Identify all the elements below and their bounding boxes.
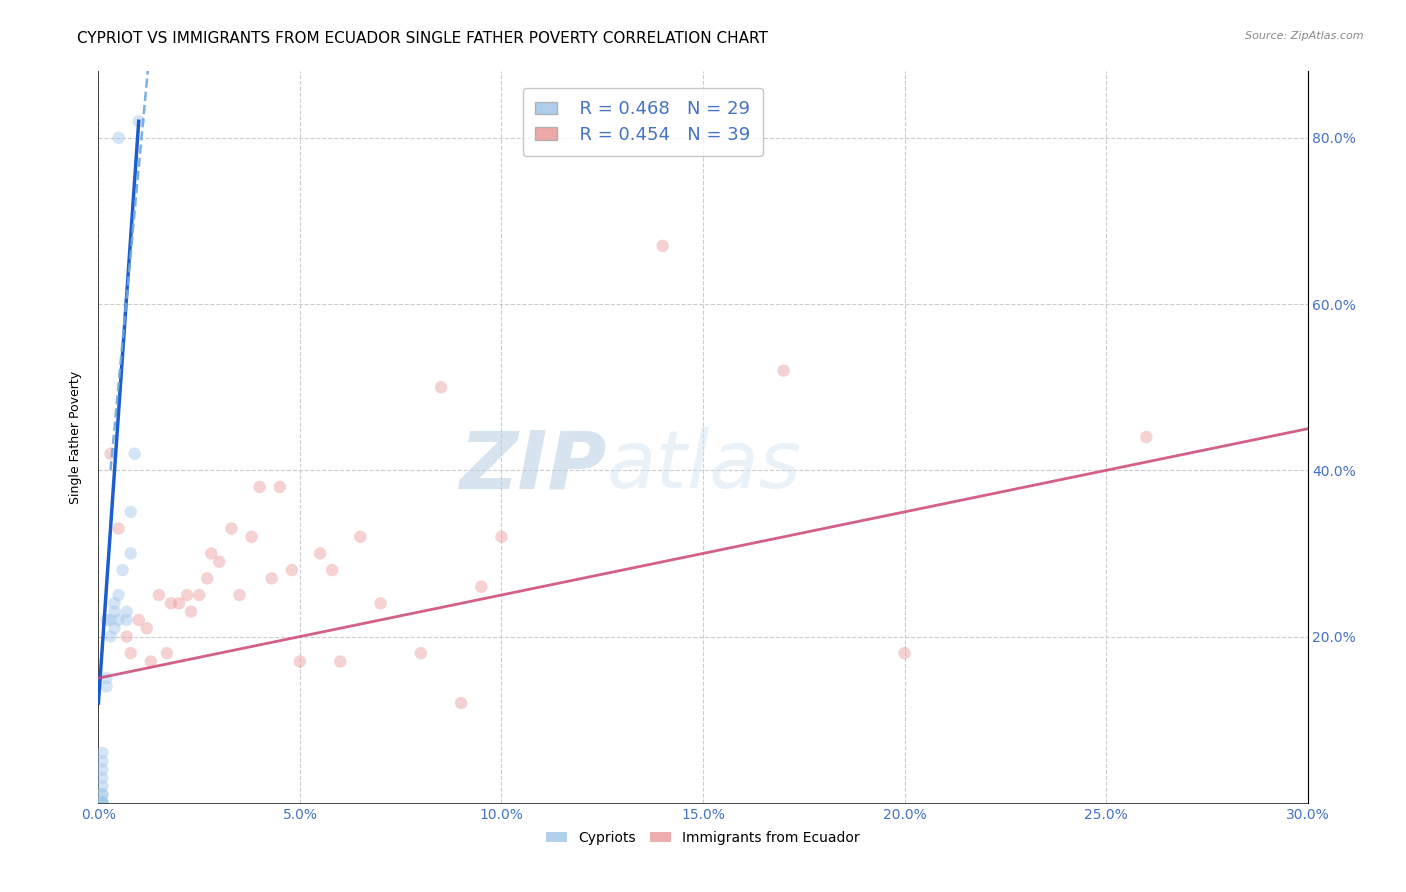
Point <box>100 447 122 461</box>
Point <box>430 380 453 394</box>
Point <box>103 621 125 635</box>
Point <box>309 546 332 560</box>
Point <box>107 588 129 602</box>
Point <box>288 655 311 669</box>
Point <box>124 447 146 461</box>
Point <box>409 646 432 660</box>
Point <box>772 363 794 377</box>
Point <box>100 630 122 644</box>
Point <box>370 596 392 610</box>
Point <box>91 788 114 802</box>
Point <box>91 796 114 810</box>
Point <box>120 546 142 560</box>
Point <box>135 621 157 635</box>
Point <box>96 680 118 694</box>
Point <box>450 696 472 710</box>
Point <box>349 530 371 544</box>
Point <box>91 771 114 785</box>
Point <box>148 588 170 602</box>
Point <box>139 655 162 669</box>
Point <box>91 754 114 768</box>
Point <box>167 596 190 610</box>
Point <box>1135 430 1157 444</box>
Point <box>221 521 243 535</box>
Point <box>491 530 513 544</box>
Point <box>96 671 118 685</box>
Point <box>91 796 114 810</box>
Point <box>91 779 114 793</box>
Legend: Cypriots, Immigrants from Ecuador: Cypriots, Immigrants from Ecuador <box>541 826 865 851</box>
Point <box>120 505 142 519</box>
Point <box>329 655 352 669</box>
Point <box>260 571 283 585</box>
Point <box>115 630 138 644</box>
Point <box>156 646 179 660</box>
Point <box>107 613 129 627</box>
Point <box>120 646 142 660</box>
Point <box>103 596 125 610</box>
Point <box>180 605 202 619</box>
Point <box>200 546 222 560</box>
Point <box>269 480 291 494</box>
Y-axis label: Single Father Poverty: Single Father Poverty <box>69 370 83 504</box>
Point <box>208 555 231 569</box>
Point <box>107 131 129 145</box>
Point <box>195 571 218 585</box>
Point <box>107 521 129 535</box>
Point <box>281 563 304 577</box>
Point <box>115 613 138 627</box>
Point <box>91 763 114 777</box>
Text: CYPRIOT VS IMMIGRANTS FROM ECUADOR SINGLE FATHER POVERTY CORRELATION CHART: CYPRIOT VS IMMIGRANTS FROM ECUADOR SINGL… <box>77 31 768 46</box>
Point <box>91 796 114 810</box>
Point <box>893 646 915 660</box>
Point <box>100 613 122 627</box>
Point <box>128 613 150 627</box>
Point <box>470 580 492 594</box>
Point <box>321 563 343 577</box>
Point <box>103 605 125 619</box>
Point <box>160 596 183 610</box>
Point <box>228 588 250 602</box>
Point <box>115 605 138 619</box>
Point <box>96 613 118 627</box>
Point <box>91 746 114 760</box>
Point <box>111 563 134 577</box>
Point <box>176 588 198 602</box>
Text: Source: ZipAtlas.com: Source: ZipAtlas.com <box>1246 31 1364 41</box>
Point <box>188 588 211 602</box>
Text: ZIP: ZIP <box>458 427 606 506</box>
Point <box>240 530 263 544</box>
Point <box>651 239 673 253</box>
Point <box>91 796 114 810</box>
Point <box>249 480 271 494</box>
Point <box>128 114 150 128</box>
Text: atlas: atlas <box>606 427 801 506</box>
Point <box>91 788 114 802</box>
